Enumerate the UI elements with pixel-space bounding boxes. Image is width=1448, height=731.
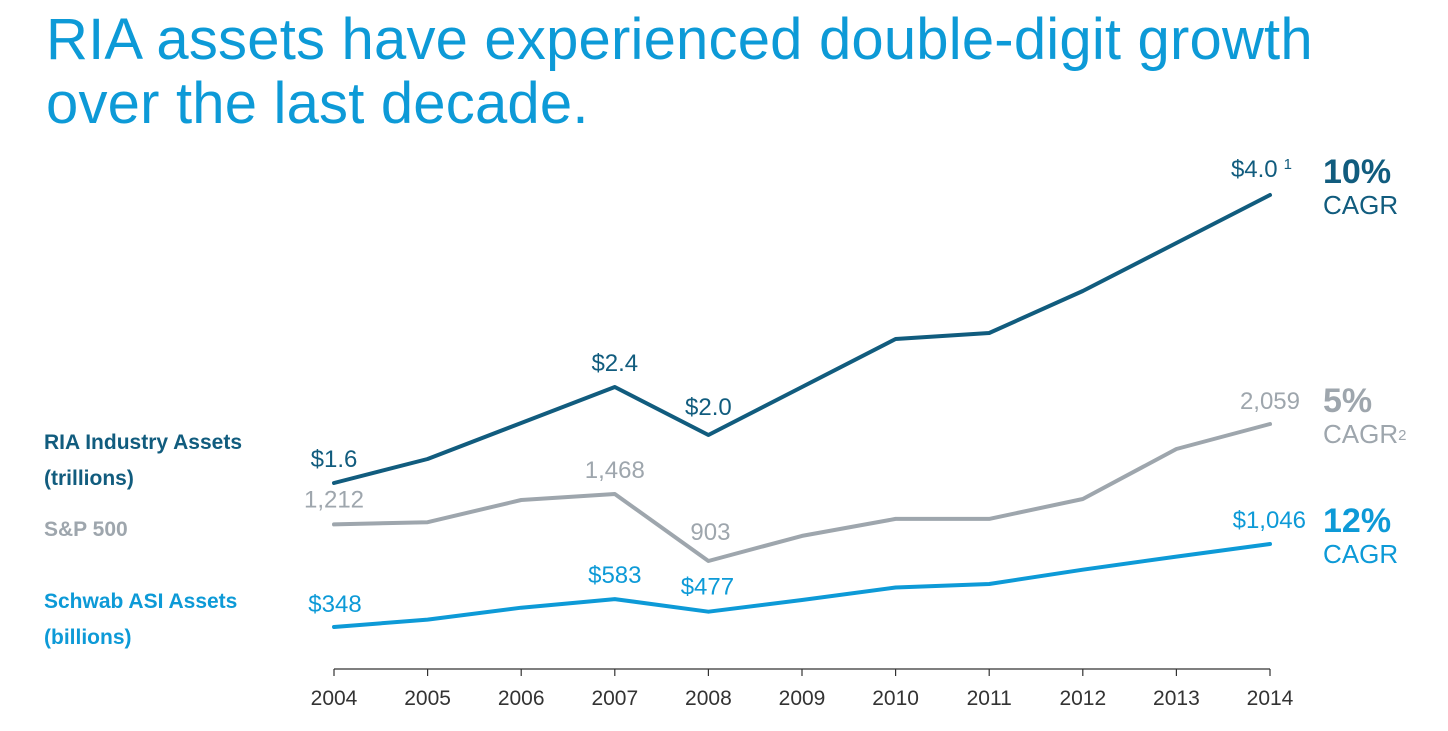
chart-title: RIA assets have experienced double-digit… (46, 8, 1426, 136)
x-tick-label: 2004 (311, 687, 358, 710)
legend-schwab-unit: (billions) (44, 626, 132, 649)
cagr-sp-label-wrap: CAGR2 (1323, 419, 1406, 449)
data-label-schwab: $1,046 (1233, 507, 1306, 534)
x-tick-label: 2013 (1153, 687, 1200, 710)
x-tick-label: 2014 (1247, 687, 1294, 710)
data-label-ria: $4.0 1 (1231, 156, 1292, 183)
legend-schwab-name: Schwab ASI Assets (44, 590, 238, 613)
series-line-sp (332, 422, 1272, 563)
data-label-ria: $1.6 (311, 446, 358, 473)
data-label-ria: $2.0 (685, 394, 732, 421)
cagr-schwab-label: CAGR (1323, 539, 1399, 569)
chart-title-line-1: RIA assets have experienced double-digit… (46, 7, 1313, 72)
x-tick-label: 2006 (498, 687, 545, 710)
cagr-sp-label: CAGR (1323, 419, 1399, 449)
legend-sp: S&P 500 (44, 512, 128, 548)
data-label-schwab: $583 (588, 562, 641, 589)
series-line-schwab (332, 542, 1272, 629)
cagr-ria-percent: 10% (1323, 153, 1392, 191)
data-label-sp: 2,059 (1240, 388, 1300, 415)
cagr-schwab: 12% CAGR (1323, 503, 1398, 569)
cagr-sp: 5% CAGR2 (1323, 383, 1406, 449)
cagr-ria-label: CAGR (1323, 190, 1399, 220)
x-tick-label: 2007 (591, 687, 638, 710)
legend-ria: RIA Industry Assets (trillions) (44, 425, 242, 497)
chart-title-line-2: over the last decade. (46, 71, 589, 136)
cagr-sp-footnote: 2 (1398, 427, 1407, 444)
data-label-ria: $2.4 (591, 350, 638, 377)
x-tick-label: 2008 (685, 687, 732, 710)
series-line-ria (332, 193, 1272, 485)
data-label-footnote: 1 (1284, 156, 1292, 173)
x-tick-label: 2012 (1059, 687, 1106, 710)
legend-sp-name: S&P 500 (44, 518, 128, 541)
x-tick-label: 2011 (967, 687, 1012, 710)
legend-schwab: Schwab ASI Assets (billions) (44, 584, 237, 656)
data-label-sp: 903 (690, 519, 730, 546)
x-tick-label: 2009 (779, 687, 826, 710)
cagr-schwab-percent: 12% (1323, 502, 1392, 540)
data-label-sp: 1,212 (304, 486, 364, 513)
cagr-sp-percent: 5% (1323, 382, 1373, 420)
x-tick-label: 2005 (404, 687, 451, 710)
legend-ria-unit: (trillions) (44, 467, 134, 490)
data-label-sp: 1,468 (585, 457, 645, 484)
x-tick-label: 2010 (872, 687, 919, 710)
data-label-schwab: $348 (308, 591, 361, 618)
cagr-ria: 10% CAGR (1323, 154, 1398, 220)
data-label-schwab: $477 (681, 574, 734, 601)
legend-ria-name: RIA Industry Assets (44, 431, 242, 454)
